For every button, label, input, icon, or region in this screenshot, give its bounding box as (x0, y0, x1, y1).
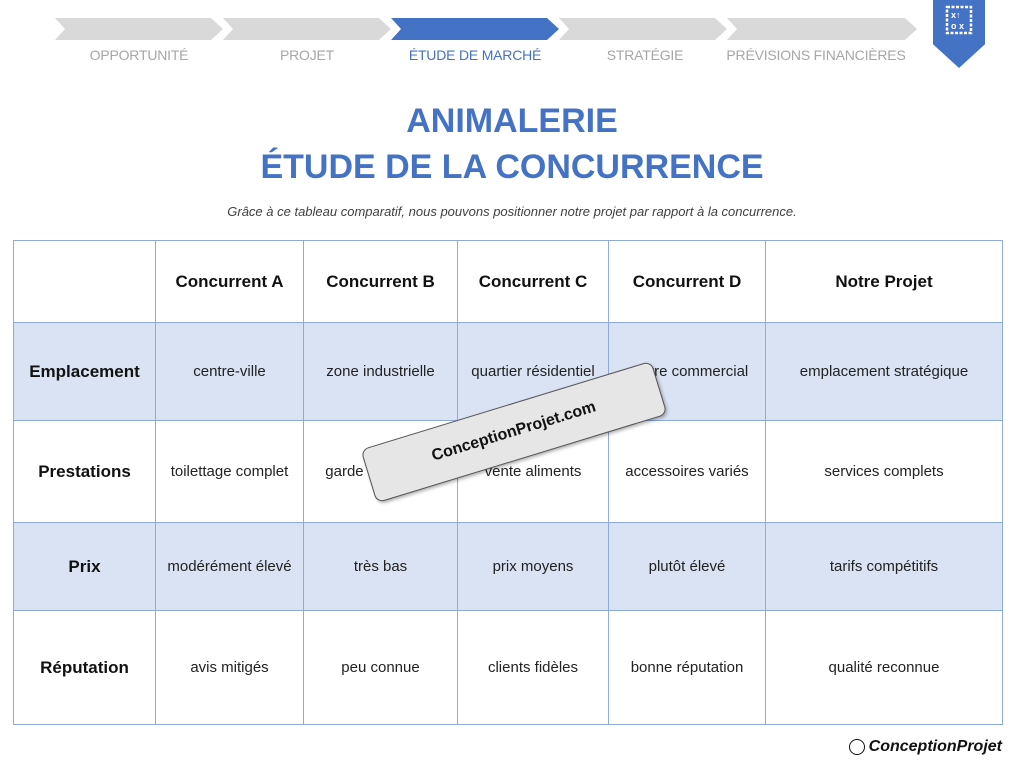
table-cell: peu connue (303, 610, 458, 725)
step-label: OPPORTUNITÉ (89, 47, 189, 63)
strategy-board-icon: x↑ o x (933, 0, 985, 68)
header-cell: Notre Projet (765, 240, 1003, 323)
header-cell: Concurrent D (608, 240, 766, 323)
step-opportunite[interactable] (55, 18, 223, 40)
progress-steps (55, 18, 917, 40)
description: Grâce à ce tableau comparatif, nous pouv… (227, 204, 797, 219)
step-etude-de-marche[interactable] (391, 18, 559, 40)
table-cell: quartier résidentiel (457, 322, 609, 421)
table-cell: clients fidèles (457, 610, 609, 725)
table-cell: tarifs compétitifs (765, 522, 1003, 611)
table-cell: services complets (765, 420, 1003, 523)
step-label: STRATÉGIE (606, 47, 684, 63)
step-label: ÉTUDE DE MARCHÉ (408, 47, 542, 63)
svg-text:o x: o x (951, 21, 964, 31)
brand-logo[interactable]: ConceptionProjet (848, 738, 1002, 756)
logo-icon (848, 739, 865, 755)
table-header-row: Concurrent A Concurrent B Concurrent C C… (13, 240, 1003, 323)
logo-text: ConceptionProjet (868, 738, 1002, 755)
svg-text:x↑: x↑ (951, 10, 961, 20)
page-title: ANIMALERIE (406, 102, 618, 140)
table-cell: prix moyens (457, 522, 609, 611)
table-cell: emplacement stratégique (765, 322, 1003, 421)
table-cell: modérément élevé (155, 522, 304, 611)
table-cell: qualité reconnue (765, 610, 1003, 725)
table-cell: très bas (303, 522, 458, 611)
comparison-table: Concurrent A Concurrent B Concurrent C C… (13, 240, 1003, 725)
table-row: Prix modérément élevé très bas prix moye… (13, 522, 1003, 611)
table-cell: plutôt élevé (608, 522, 766, 611)
row-label: Réputation (13, 610, 156, 725)
table-cell: toilettage complet (155, 420, 304, 523)
step-label: PROJET (279, 47, 335, 63)
table-cell: accessoires variés (608, 420, 766, 523)
row-label: Emplacement (13, 322, 156, 421)
row-label: Prestations (13, 420, 156, 523)
step-label: PRÉVISIONS FINANCIÈRES (726, 47, 906, 63)
page-subtitle-title: ÉTUDE DE LA CONCURRENCE (260, 148, 764, 186)
table-cell: centre-ville (155, 322, 304, 421)
step-projet[interactable] (223, 18, 391, 40)
header-cell: Concurrent C (457, 240, 609, 323)
table-cell: bonne réputation (608, 610, 766, 725)
table-row: Réputation avis mitigés peu connue clien… (13, 610, 1003, 725)
header-cell: Concurrent A (155, 240, 304, 323)
table-cell: zone industrielle (303, 322, 458, 421)
step-strategie[interactable] (559, 18, 727, 40)
table-cell: avis mitigés (155, 610, 304, 725)
row-label: Prix (13, 522, 156, 611)
header-cell (13, 240, 156, 323)
step-previsions[interactable] (727, 18, 917, 40)
header-cell: Concurrent B (303, 240, 458, 323)
